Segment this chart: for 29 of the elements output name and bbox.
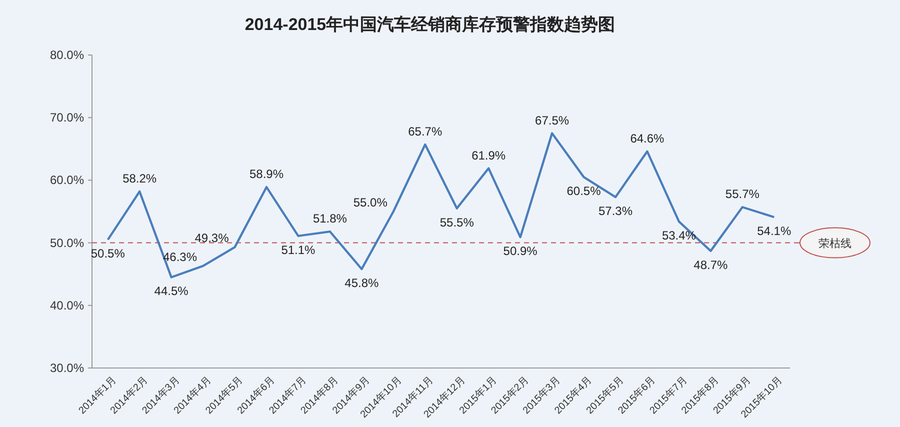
data-label: 50.5% bbox=[90, 246, 126, 261]
data-label: 60.5% bbox=[566, 184, 602, 198]
data-label: 54.1% bbox=[757, 224, 792, 238]
data-label: 57.3% bbox=[598, 204, 633, 218]
data-label: 67.5% bbox=[535, 113, 570, 128]
data-label: 55.5% bbox=[440, 215, 474, 230]
title: 2014-2015年中国汽车经销商库存预警指数趋势图 bbox=[244, 15, 616, 34]
data-label: 58.2% bbox=[122, 171, 157, 186]
y-tick-label: 30.0% bbox=[50, 361, 84, 375]
data-label: 44.5% bbox=[154, 284, 189, 298]
data-label: 61.9% bbox=[472, 148, 506, 162]
data-label: 50.9% bbox=[503, 244, 538, 258]
data-label: 55.0% bbox=[353, 196, 388, 210]
data-label: 55.7% bbox=[725, 187, 760, 202]
ref-line-label: 荣枯线 bbox=[818, 236, 852, 250]
data-label: 51.8% bbox=[312, 212, 348, 226]
data-label: 53.4% bbox=[662, 228, 696, 243]
data-label: 48.7% bbox=[694, 258, 728, 272]
data-label: 49.3% bbox=[194, 231, 230, 246]
y-tick-label: 60.0% bbox=[50, 173, 84, 188]
data-label: 65.7% bbox=[408, 124, 442, 139]
data-label: 45.8% bbox=[344, 276, 380, 290]
data-label: 51.1% bbox=[281, 242, 316, 257]
y-tick-label: 40.0% bbox=[50, 298, 84, 312]
y-tick-label: 70.0% bbox=[50, 110, 84, 125]
y-tick-label: 50.0% bbox=[50, 236, 84, 250]
data-label: 58.9% bbox=[249, 167, 284, 182]
data-label: 64.6% bbox=[630, 131, 665, 146]
y-tick-label: 80.0% bbox=[50, 48, 84, 62]
